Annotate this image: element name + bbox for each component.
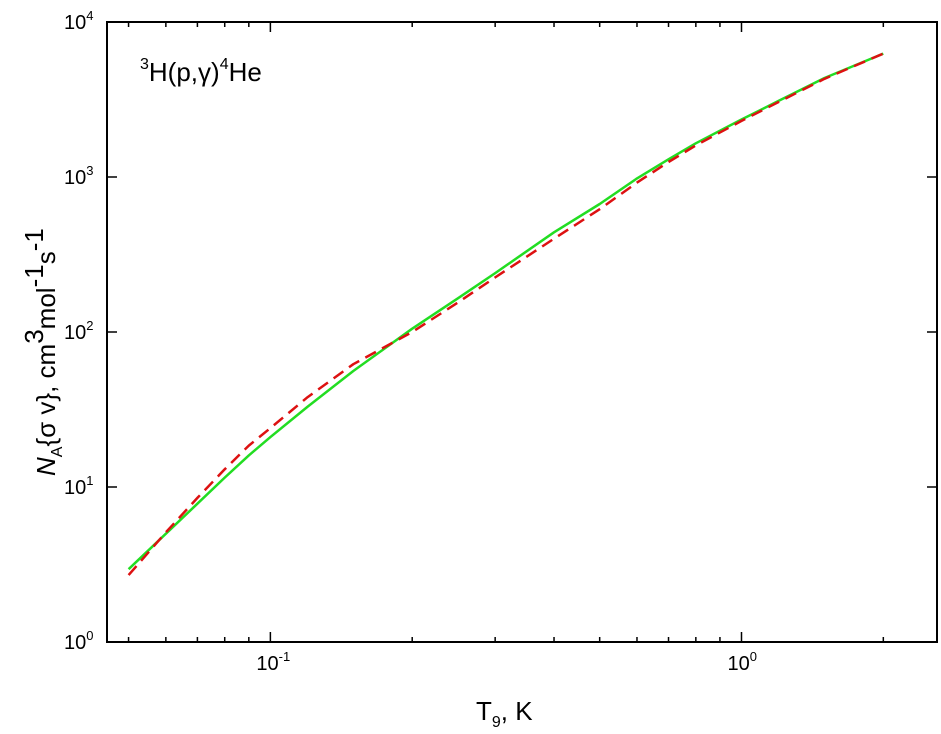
y-axis-label: NA{σ v}, cm3mol-1s-1 xyxy=(19,228,66,476)
series-line-red-dashed xyxy=(127,52,884,576)
x-axis-label: T9, K xyxy=(476,696,533,731)
x-tick-label: 100 xyxy=(727,649,756,675)
chart-title: 3H(p,γ)4He xyxy=(140,56,262,87)
series-layer xyxy=(127,52,884,576)
plot-frame xyxy=(106,21,938,643)
y-tick-label: 104 xyxy=(64,8,93,34)
y-tick-label: 100 xyxy=(64,628,93,654)
axis-ticks: 10-1 100 100 101 102 103 104 xyxy=(64,8,937,675)
x-tick-label: 10-1 xyxy=(256,649,290,675)
y-tick-label: 102 xyxy=(64,318,93,344)
y-tick-label: 101 xyxy=(64,473,93,499)
series-line-green-solid xyxy=(127,52,884,571)
y-tick-label: 103 xyxy=(64,163,93,189)
